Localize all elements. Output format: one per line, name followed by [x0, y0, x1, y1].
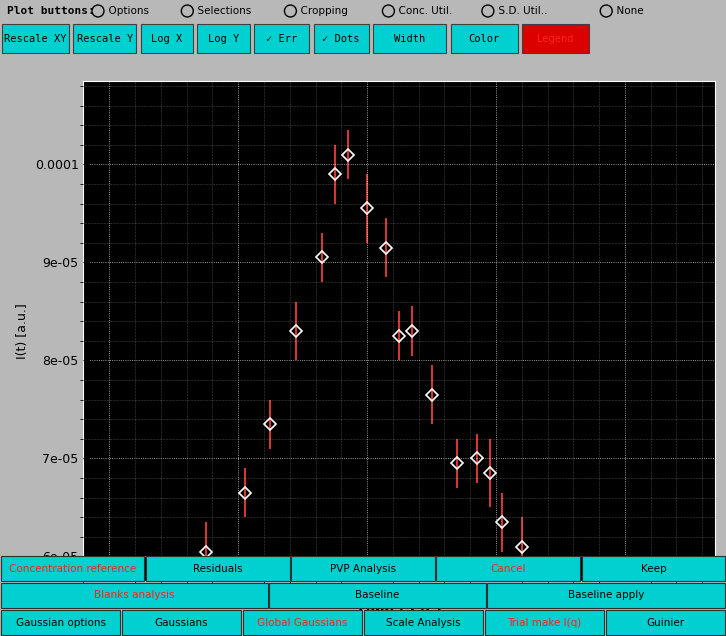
Text: Cropping: Cropping — [294, 6, 348, 16]
Text: Gaussians: Gaussians — [155, 618, 208, 628]
Bar — [242, 610, 362, 635]
Bar — [254, 24, 309, 53]
Bar — [1, 556, 144, 581]
Bar — [364, 610, 484, 635]
Bar — [485, 610, 604, 635]
Text: ●: ● — [94, 6, 102, 16]
Bar — [73, 24, 136, 53]
Text: Global Gaussians: Global Gaussians — [257, 618, 348, 628]
Y-axis label: I(t) [a.u.]: I(t) [a.u.] — [16, 303, 29, 359]
Bar — [141, 24, 193, 53]
Bar — [314, 24, 369, 53]
Text: PVP Analysis: PVP Analysis — [330, 563, 396, 574]
Text: ✓ Dots: ✓ Dots — [322, 34, 360, 43]
Bar — [487, 583, 725, 608]
Bar — [451, 24, 518, 53]
Bar — [146, 556, 290, 581]
Text: Log X: Log X — [151, 34, 183, 43]
Text: ●: ● — [384, 6, 393, 16]
X-axis label: Time [a.u.]: Time [a.u.] — [356, 604, 442, 618]
Text: Scale Analysis: Scale Analysis — [386, 618, 461, 628]
Bar — [197, 24, 250, 53]
Bar — [291, 556, 435, 581]
Text: Cancel: Cancel — [491, 563, 526, 574]
Text: ●: ● — [183, 6, 192, 16]
Text: Color: Color — [468, 34, 500, 43]
Bar — [1, 583, 268, 608]
Text: Baseline apply: Baseline apply — [568, 590, 645, 600]
Text: Width: Width — [394, 34, 425, 43]
Text: Trial make I(q): Trial make I(q) — [507, 618, 582, 628]
Text: None: None — [610, 6, 643, 16]
Text: Baseline: Baseline — [355, 590, 400, 600]
Text: Keep: Keep — [640, 563, 666, 574]
Text: Rescale Y: Rescale Y — [77, 34, 133, 43]
Bar — [1, 610, 121, 635]
Text: Conc. Util.: Conc. Util. — [392, 6, 452, 16]
Text: ●: ● — [286, 6, 295, 16]
Text: Selections: Selections — [191, 6, 251, 16]
Bar — [269, 583, 486, 608]
Bar — [582, 556, 725, 581]
Text: Blanks analysis: Blanks analysis — [94, 590, 174, 600]
Text: ●: ● — [484, 6, 492, 16]
Text: Plot buttons:: Plot buttons: — [7, 6, 95, 16]
Bar — [2, 24, 69, 53]
Bar — [436, 556, 580, 581]
Text: Guinier: Guinier — [646, 618, 685, 628]
Text: Residuals: Residuals — [193, 563, 242, 574]
Bar — [373, 24, 446, 53]
Bar — [605, 610, 725, 635]
Text: Gaussian options: Gaussian options — [15, 618, 105, 628]
Text: ✓ Err: ✓ Err — [266, 34, 298, 43]
Text: S.D. Util..: S.D. Util.. — [492, 6, 547, 16]
Text: Log Y: Log Y — [208, 34, 240, 43]
Text: Options: Options — [102, 6, 149, 16]
Text: Concentration reference: Concentration reference — [9, 563, 136, 574]
Text: Legend: Legend — [537, 34, 574, 43]
Text: ●: ● — [602, 6, 611, 16]
Bar — [122, 610, 241, 635]
Text: Rescale XY: Rescale XY — [4, 34, 67, 43]
Bar — [522, 24, 589, 53]
